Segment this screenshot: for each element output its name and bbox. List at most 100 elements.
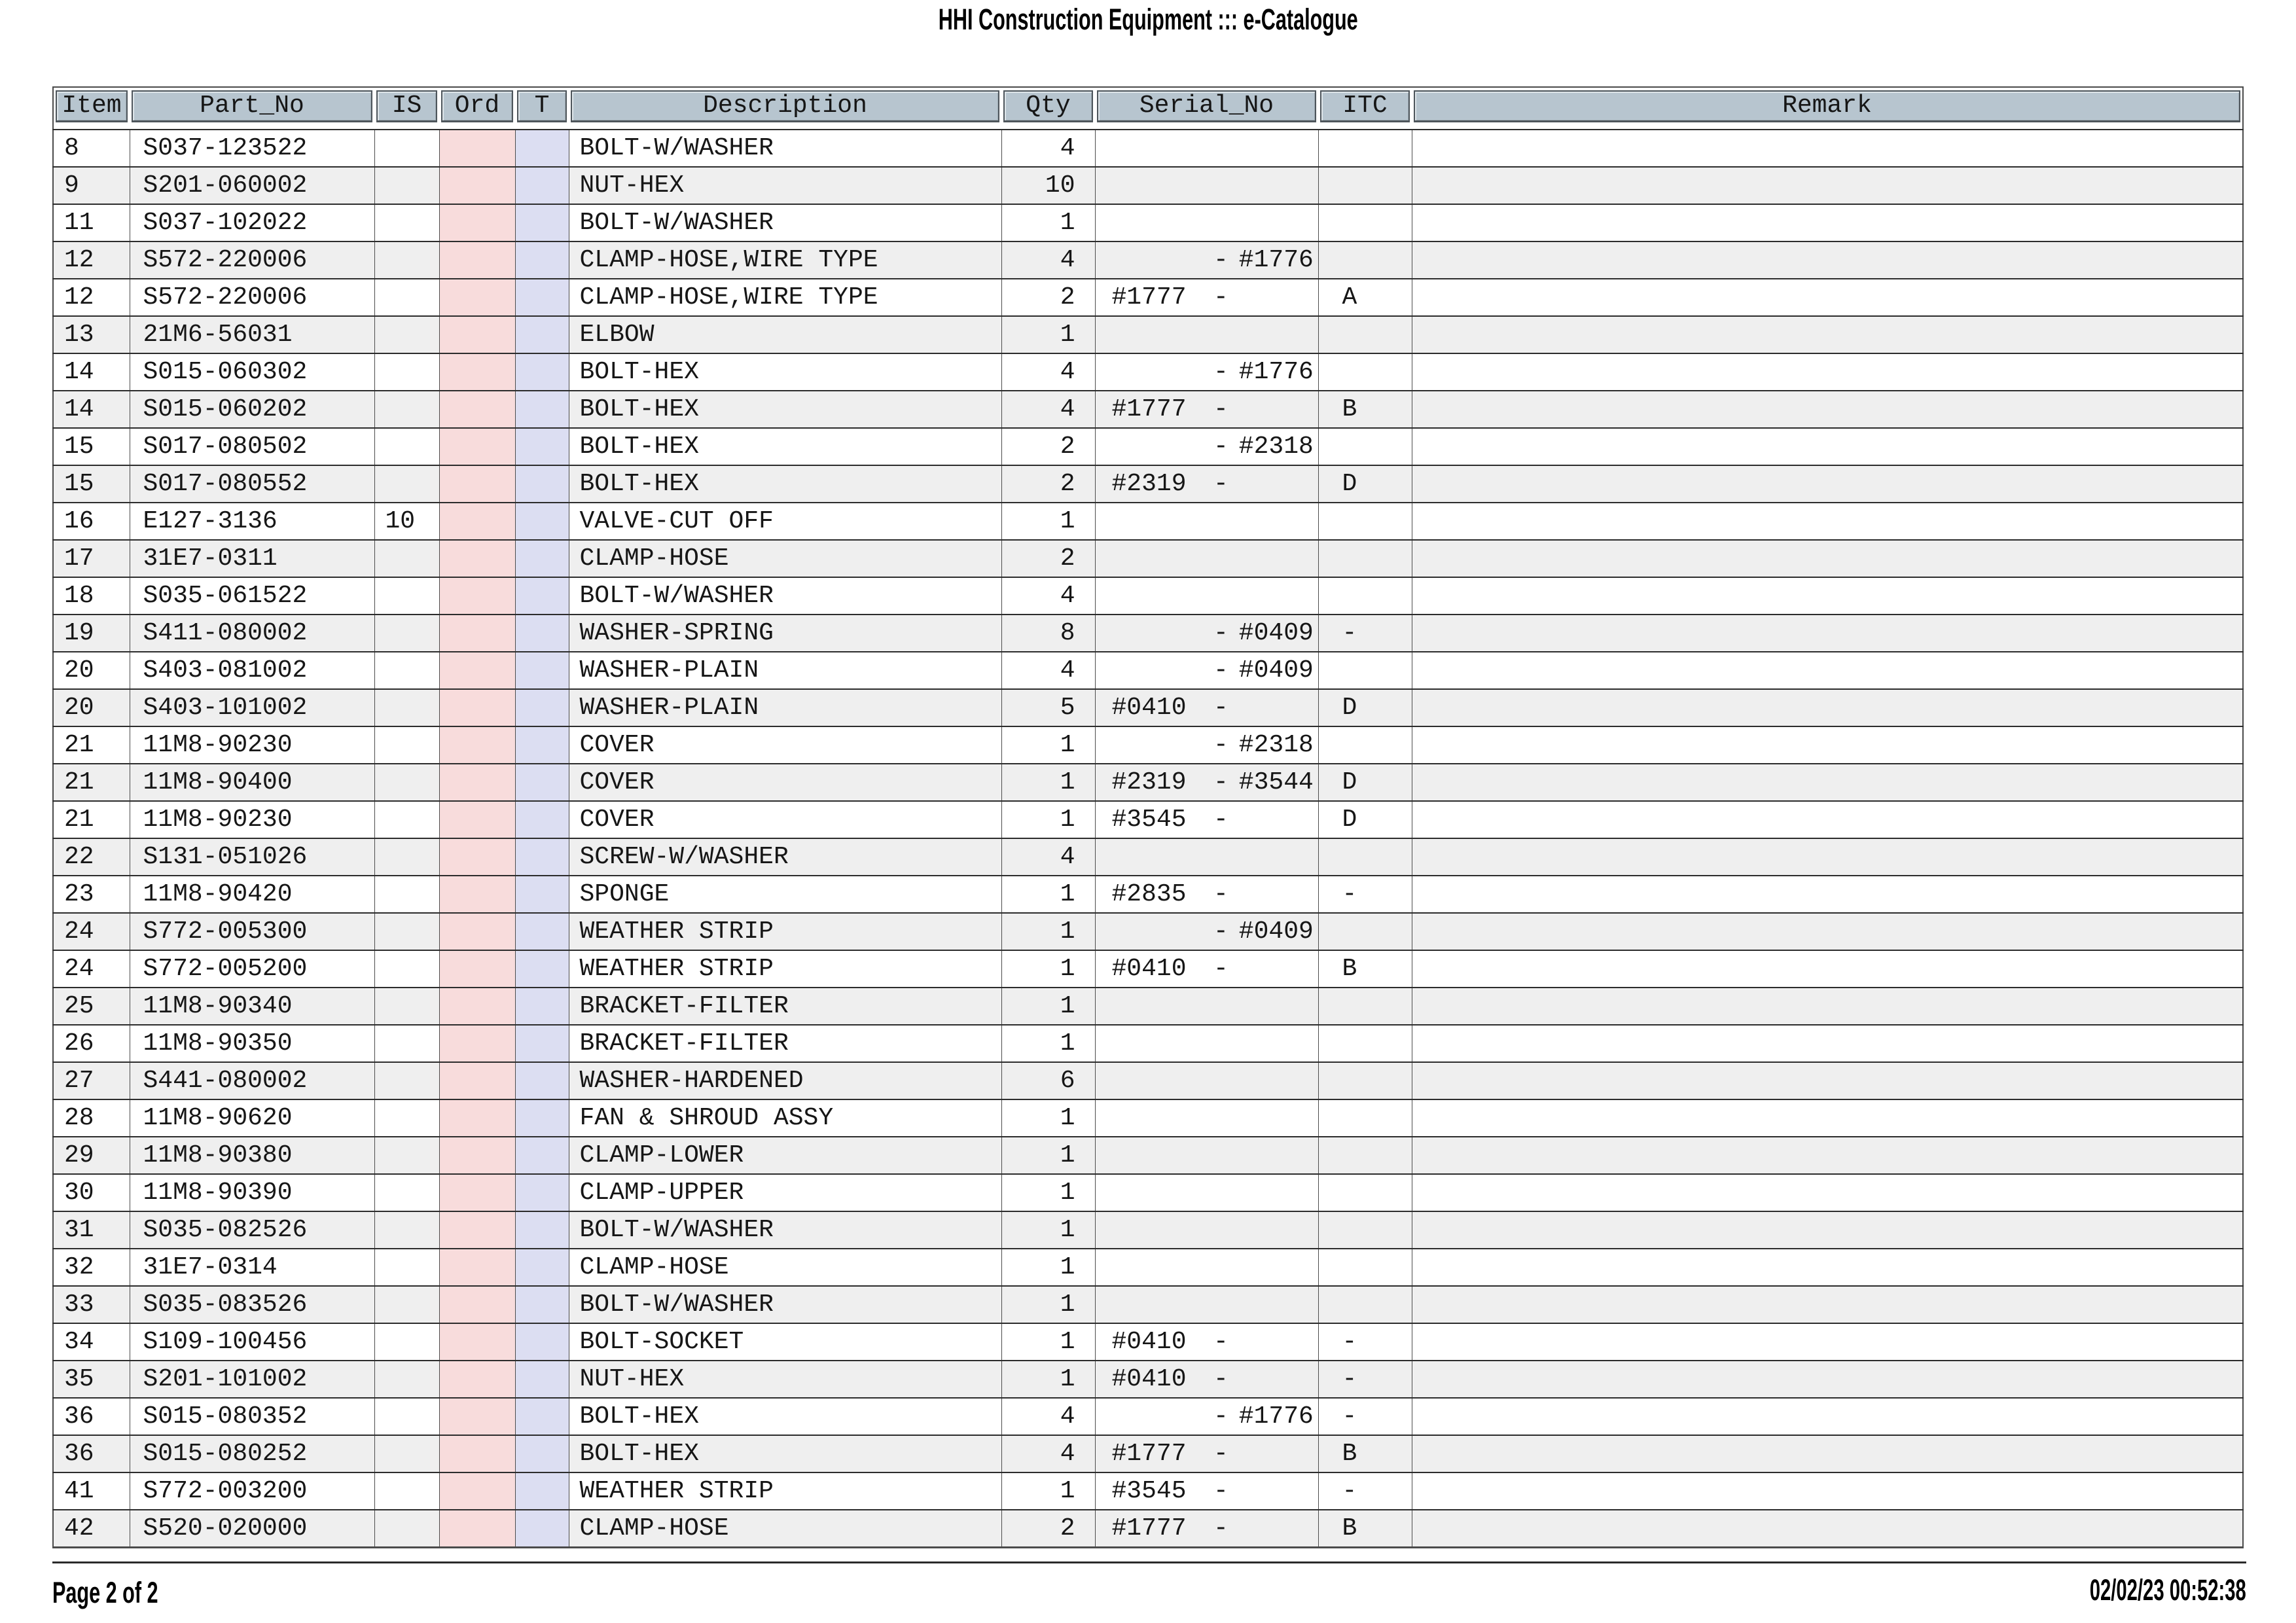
ord-cell [439, 1509, 515, 1548]
qty-cell: 6 [1001, 1061, 1095, 1099]
serial-dash: - [1213, 731, 1229, 759]
column-header-itc: ITC [1320, 90, 1410, 122]
serial-no-cell: #1777 - [1094, 390, 1318, 428]
remark-cell [1411, 912, 2243, 950]
table-row: 36 S015-080352 BOLT-HEX 4 - #1776 - [53, 1397, 2243, 1435]
t-cell [514, 912, 569, 950]
is-cell [374, 1248, 439, 1286]
table-body: 8 S037-123522 BOLT-W/WASHER 4 9 S201-060… [53, 129, 2243, 1548]
serial-no-cell: - #2318 [1094, 726, 1318, 764]
description-cell: CLAMP-HOSE [568, 1248, 1001, 1286]
serial-dash: - [1213, 880, 1229, 908]
serial-no-cell [1094, 1061, 1318, 1099]
serial-no-cell [1094, 1024, 1318, 1062]
ord-cell [439, 1360, 515, 1398]
qty-cell: 1 [1001, 204, 1095, 241]
ord-cell [439, 838, 515, 876]
serial-from: #0410 [1111, 694, 1187, 722]
t-cell [514, 1323, 569, 1361]
itc-cell [1318, 353, 1412, 391]
t-cell [514, 800, 569, 838]
item-cell: 17 [53, 539, 130, 577]
table-row: 24 S772-005200 WEATHER STRIP 1 #0410 - B [53, 950, 2243, 988]
table-row: 21 11M8-90230 COVER 1 #3545 - D [53, 800, 2243, 838]
item-cell: 29 [53, 1136, 130, 1174]
item-cell: 36 [53, 1435, 130, 1472]
itc-cell: - [1318, 875, 1412, 913]
description-cell: BOLT-HEX [568, 353, 1001, 391]
t-cell [514, 353, 569, 391]
item-cell: 27 [53, 1061, 130, 1099]
serial-to: #1776 [1238, 1402, 1314, 1431]
description-cell: CLAMP-HOSE,WIRE TYPE [568, 241, 1001, 279]
description-cell: BOLT-W/WASHER [568, 129, 1001, 167]
itc-cell [1318, 1136, 1412, 1174]
table-row: 28 11M8-90620 FAN & SHROUD ASSY 1 [53, 1099, 2243, 1137]
itc-cell [1318, 502, 1412, 540]
is-cell [374, 390, 439, 428]
t-cell [514, 614, 569, 652]
is-cell [374, 1285, 439, 1323]
remark-cell [1411, 800, 2243, 838]
part-no-cell: S037-102022 [129, 204, 374, 241]
qty-cell: 4 [1001, 1435, 1095, 1472]
table-row: 14 S015-060302 BOLT-HEX 4 - #1776 [53, 353, 2243, 391]
part-no-cell: S131-051026 [129, 838, 374, 876]
description-cell: WASHER-PLAIN [568, 651, 1001, 689]
ord-cell [439, 763, 515, 801]
t-cell [514, 987, 569, 1025]
description-cell: CLAMP-HOSE,WIRE TYPE [568, 278, 1001, 316]
description-cell: SCREW-W/WASHER [568, 838, 1001, 876]
itc-cell [1318, 539, 1412, 577]
table-row: 9 S201-060002 NUT-HEX 10 [53, 166, 2243, 204]
item-cell: 24 [53, 950, 130, 988]
qty-cell: 1 [1001, 912, 1095, 950]
qty-cell: 1 [1001, 800, 1095, 838]
remark-cell [1411, 875, 2243, 913]
qty-cell: 1 [1001, 1099, 1095, 1137]
description-cell: CLAMP-HOSE [568, 539, 1001, 577]
serial-no-cell [1094, 502, 1318, 540]
serial-from: #1777 [1111, 283, 1187, 312]
item-cell: 24 [53, 912, 130, 950]
page-number-text: Page 2 of 2 [52, 1576, 158, 1609]
itc-cell [1318, 726, 1412, 764]
description-cell: BOLT-W/WASHER [568, 1211, 1001, 1249]
itc-cell [1318, 577, 1412, 615]
t-cell [514, 539, 569, 577]
qty-cell: 2 [1001, 427, 1095, 465]
t-cell [514, 204, 569, 241]
serial-from: #1777 [1111, 395, 1187, 423]
table-row: 17 31E7-0311 CLAMP-HOSE 2 [53, 539, 2243, 577]
description-cell: BOLT-HEX [568, 390, 1001, 428]
serial-from: #3545 [1111, 806, 1187, 834]
remark-cell [1411, 987, 2243, 1025]
serial-dash: - [1213, 918, 1229, 946]
itc-cell: B [1318, 1509, 1412, 1548]
column-header-is: IS [376, 90, 437, 122]
t-cell [514, 875, 569, 913]
serial-from: #2835 [1111, 880, 1187, 908]
column-header-item: Item [56, 90, 128, 122]
serial-from: #2319 [1111, 768, 1187, 796]
ord-cell [439, 427, 515, 465]
serial-no-cell: - #0409 [1094, 912, 1318, 950]
qty-cell: 1 [1001, 763, 1095, 801]
remark-cell [1411, 614, 2243, 652]
item-cell: 42 [53, 1509, 130, 1548]
ord-cell [439, 875, 515, 913]
itc-cell [1318, 1024, 1412, 1062]
itc-cell: - [1318, 614, 1412, 652]
remark-cell [1411, 353, 2243, 391]
column-header-ord: Ord [441, 90, 513, 122]
remark-cell [1411, 241, 2243, 279]
part-no-cell: 31E7-0311 [129, 539, 374, 577]
table-row: 20 S403-101002 WASHER-PLAIN 5 #0410 - D [53, 688, 2243, 726]
serial-no-cell: #2319 - [1094, 465, 1318, 503]
part-no-cell: S037-123522 [129, 129, 374, 167]
t-cell [514, 726, 569, 764]
serial-dash: - [1213, 1402, 1229, 1431]
item-cell: 12 [53, 278, 130, 316]
description-cell: BRACKET-FILTER [568, 987, 1001, 1025]
qty-cell: 1 [1001, 1173, 1095, 1211]
